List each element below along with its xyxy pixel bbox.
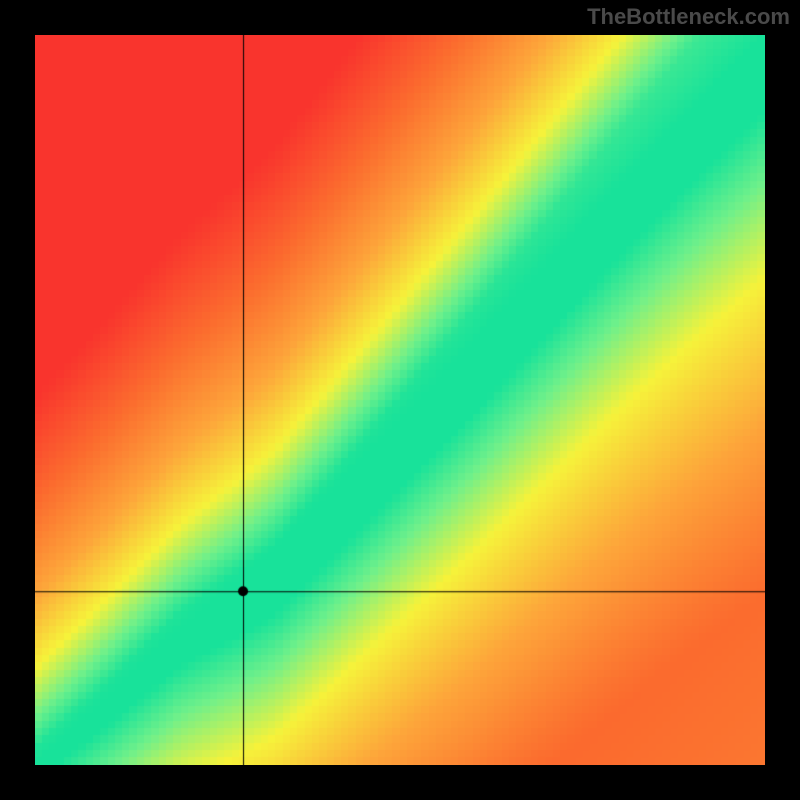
watermark-text: TheBottleneck.com	[587, 4, 790, 30]
heatmap-viewport	[35, 35, 765, 765]
bottleneck-heatmap	[35, 35, 765, 765]
